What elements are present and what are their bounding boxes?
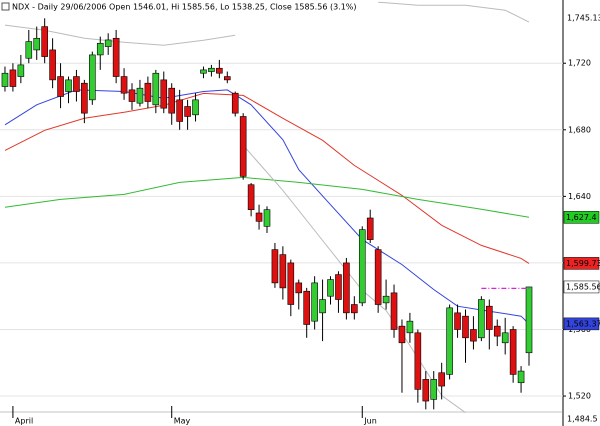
- candle-body: [255, 212, 263, 222]
- candle-body: [89, 54, 96, 101]
- x-tick-label: May: [174, 417, 191, 426]
- candle-body: [454, 312, 461, 330]
- candle-body: [287, 262, 295, 305]
- y-tick-label: 1,720: [568, 59, 591, 68]
- candle-body: [65, 79, 72, 92]
- candle-body: [120, 76, 128, 94]
- price-label: 1,599.73: [566, 259, 600, 268]
- candle-body: [96, 42, 104, 56]
- candle-body: [231, 92, 239, 114]
- candle-body: [200, 69, 207, 74]
- candle-body: [414, 332, 422, 390]
- candle-body: [390, 292, 398, 330]
- candle-body: [144, 82, 152, 102]
- candle-body: [509, 329, 517, 375]
- candle-body: [517, 370, 525, 384]
- candle-body: [470, 329, 477, 342]
- candle-body: [73, 76, 80, 92]
- indicator-line: [4, 92, 530, 264]
- price-label: 1,627.4: [566, 213, 597, 222]
- candle-body: [327, 279, 334, 297]
- candle-body: [422, 379, 430, 402]
- candle-body: [462, 315, 469, 339]
- x-tick-label: April: [15, 417, 33, 426]
- candle-body: [168, 87, 176, 114]
- candle-body: [311, 282, 318, 322]
- candle-body: [478, 299, 485, 339]
- candle-body: [223, 76, 231, 81]
- candle-body: [49, 49, 56, 81]
- candle-body: [81, 82, 88, 114]
- candle-body: [33, 37, 41, 51]
- axis-high-label: 1,745.13: [567, 14, 600, 23]
- candle-body: [406, 320, 414, 334]
- price-label-box: [563, 257, 600, 270]
- candle-body: [41, 26, 48, 57]
- price-label-box: [563, 317, 600, 331]
- candle-body: [501, 332, 509, 344]
- candle-body: [430, 379, 438, 400]
- y-tick-label: 1,520: [568, 392, 591, 401]
- candle-body: [493, 325, 501, 337]
- candle-body: [525, 286, 533, 354]
- candle-body: [247, 184, 255, 210]
- candle-body: [263, 209, 271, 227]
- candle-body: [351, 304, 358, 314]
- candle-body: [176, 99, 183, 122]
- candle-body: [128, 89, 136, 102]
- candle-body: [239, 116, 247, 177]
- candle-body: [319, 299, 326, 314]
- candle-body: [216, 67, 223, 74]
- price-label-box: [563, 280, 600, 294]
- candle-body: [366, 217, 374, 240]
- candle-body: [160, 79, 168, 109]
- candle-body: [112, 37, 120, 77]
- candle-body: [57, 76, 64, 97]
- candle-body: [486, 305, 493, 330]
- candle-body: [17, 64, 25, 77]
- candle-body: [104, 39, 112, 47]
- chart-title: NDX - Daily 29/06/2006 Open 1546.01, Hi …: [12, 3, 357, 12]
- candle-body: [358, 229, 366, 304]
- candle-body: [374, 249, 382, 305]
- candle-body: [398, 325, 406, 344]
- candle-body: [343, 262, 350, 314]
- x-tick-label: Jun: [363, 417, 377, 426]
- indicator-line: [4, 176, 530, 218]
- price-label: 1,563.37: [566, 319, 600, 328]
- icon: [1, 2, 10, 11]
- candle-body: [438, 372, 445, 387]
- candle-body: [152, 72, 160, 106]
- price-label-box: [563, 211, 600, 224]
- candle-body: [184, 106, 191, 117]
- candle-body: [335, 274, 342, 300]
- candle-body: [382, 295, 390, 304]
- indicator-line: [4, 89, 530, 325]
- candle-body: [1, 72, 9, 87]
- candle-body: [192, 99, 199, 116]
- candle-body: [9, 69, 17, 87]
- y-tick-label: 1,640: [568, 192, 591, 201]
- candle-body: [279, 254, 287, 289]
- candle-body: [208, 67, 215, 72]
- y-tick-label: 1,680: [568, 125, 591, 134]
- candle-body: [295, 282, 303, 294]
- price-label: 1,585.56: [566, 282, 600, 291]
- candle-body: [303, 290, 310, 325]
- axis-low-label: 1,484.5: [567, 415, 598, 424]
- candle-body: [271, 249, 279, 284]
- candle-body: [446, 307, 453, 375]
- candle-body: [136, 87, 144, 104]
- candle-body: [25, 41, 33, 59]
